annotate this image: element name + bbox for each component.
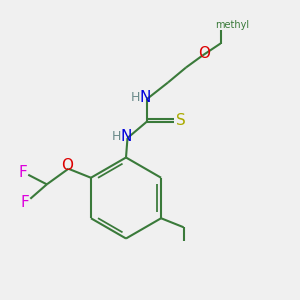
Text: F: F bbox=[19, 165, 27, 180]
Text: N: N bbox=[140, 90, 151, 105]
Text: S: S bbox=[176, 113, 185, 128]
Text: H: H bbox=[111, 130, 121, 143]
Text: O: O bbox=[61, 158, 73, 173]
Text: N: N bbox=[120, 129, 132, 144]
Text: F: F bbox=[21, 195, 29, 210]
Text: methyl: methyl bbox=[215, 20, 249, 31]
Text: H: H bbox=[131, 91, 140, 104]
Text: O: O bbox=[198, 46, 210, 61]
